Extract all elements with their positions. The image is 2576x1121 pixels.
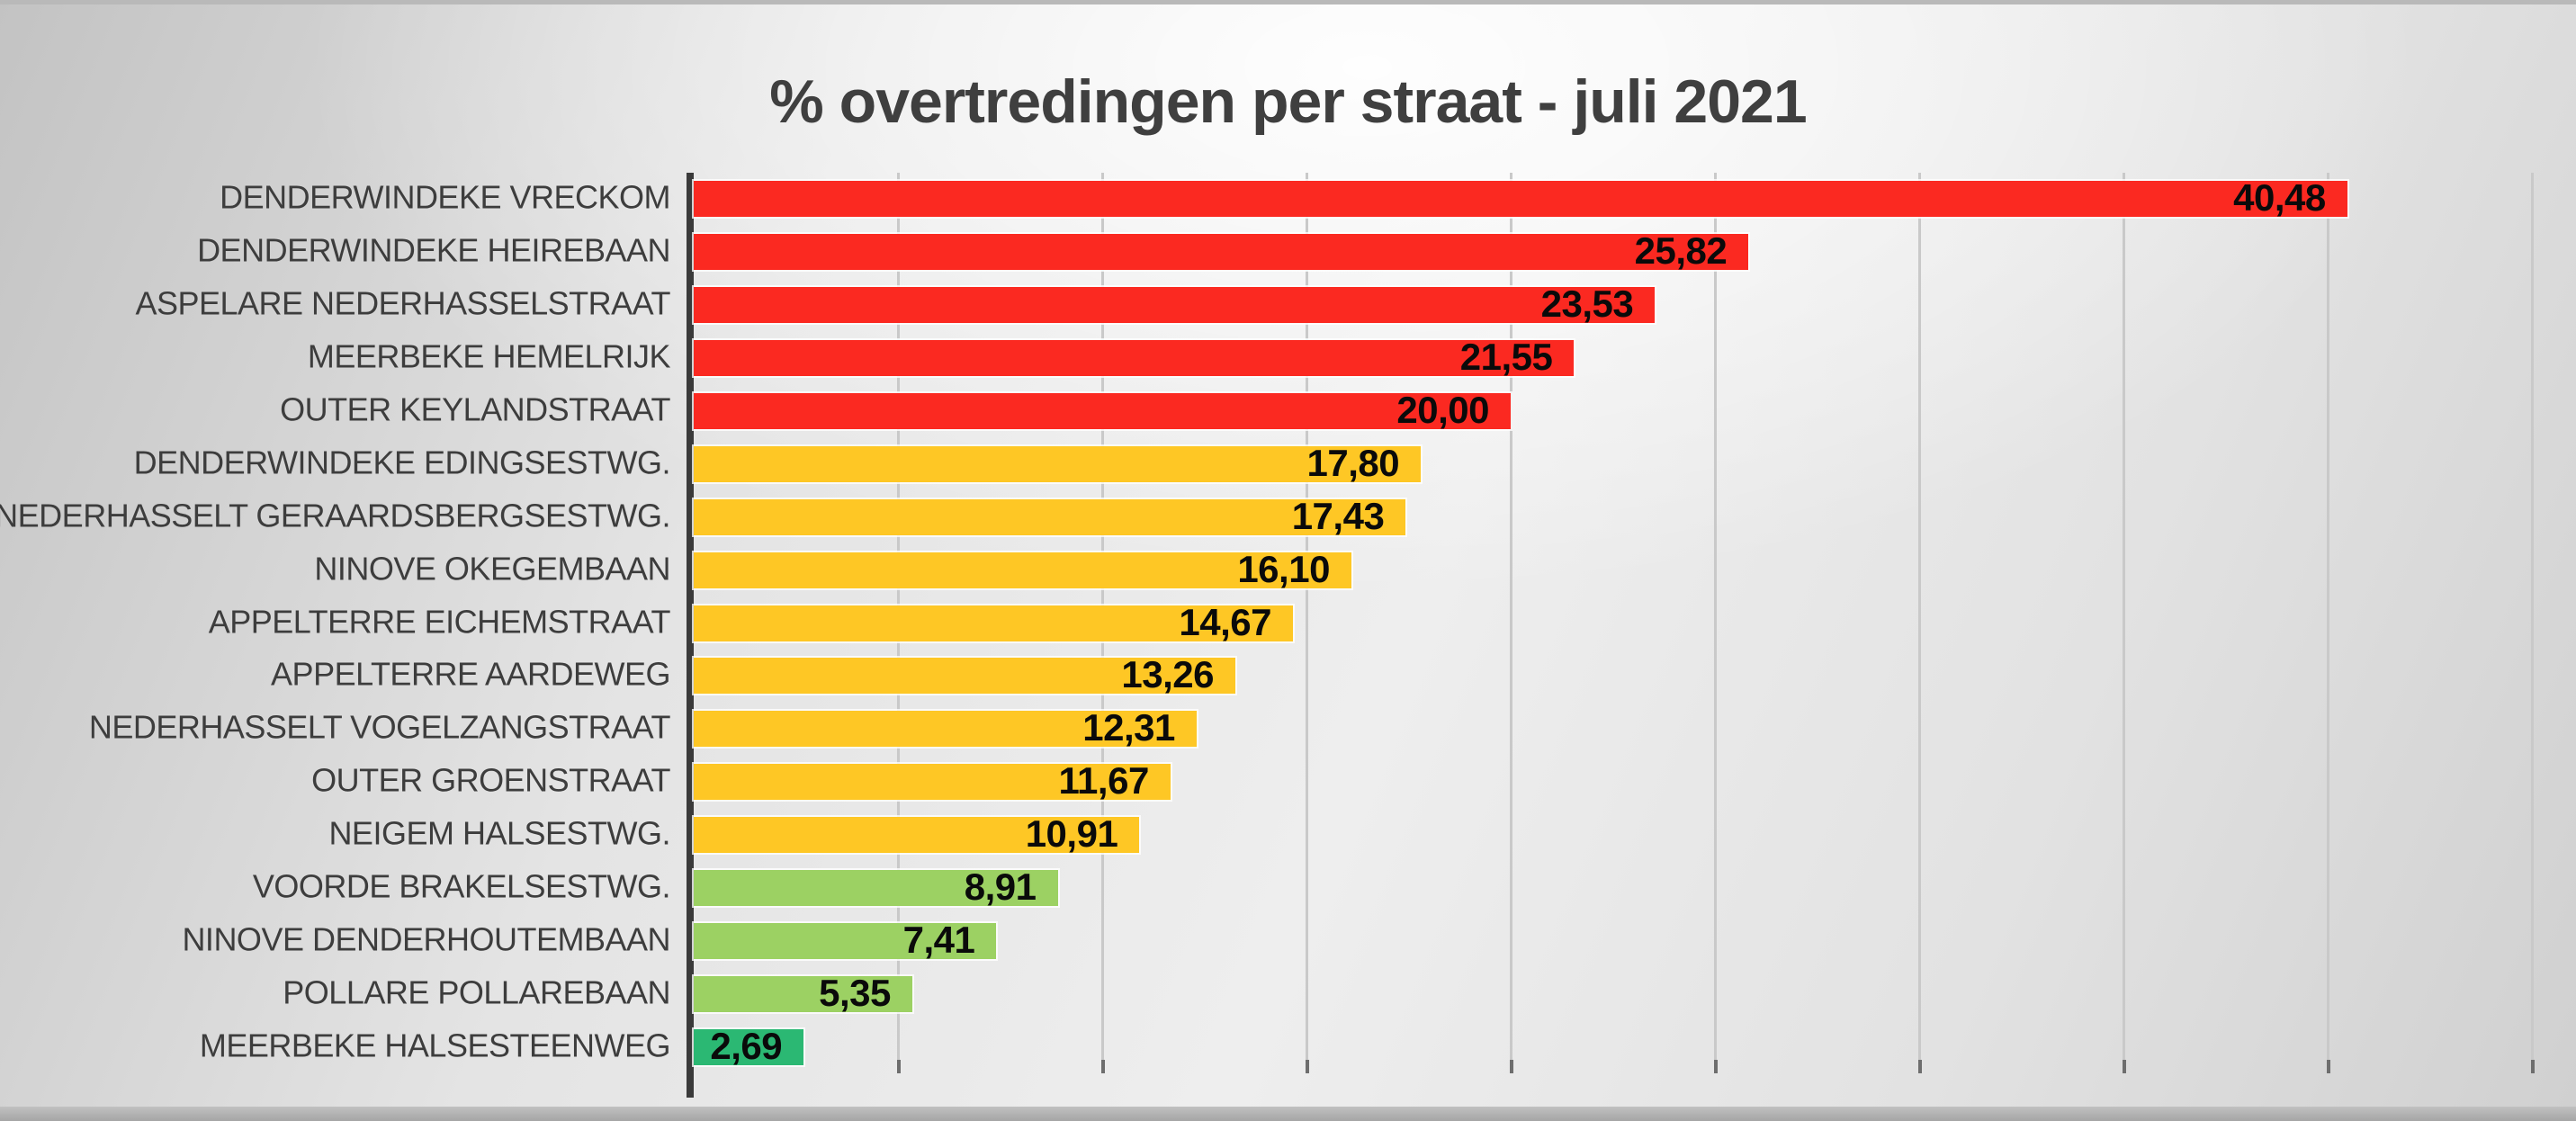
category-label: ASPELARE NEDERHASSELSTRAAT — [135, 284, 670, 322]
bar: 13,26 — [694, 653, 1235, 695]
bar: 25,82 — [694, 229, 1749, 272]
category-label: VOORDE BRAKELSESTWG. — [252, 867, 671, 905]
bar-value-label: 11,67 — [1058, 759, 1150, 803]
y-axis-line — [687, 173, 694, 1098]
category-label: APPELTERRE EICHEMSTRAAT — [208, 602, 671, 640]
bar: 21,55 — [694, 336, 1575, 378]
axis-tick — [1714, 1060, 1718, 1073]
bar-value-label: 10,91 — [1025, 812, 1118, 856]
bar-value-label: 17,80 — [1306, 441, 1400, 484]
bar: 14,67 — [694, 601, 1294, 643]
category-label: POLLARE POLLAREBAAN — [283, 973, 670, 1010]
bar-value-label: 17,43 — [1291, 494, 1385, 537]
category-label: DENDERWINDEKE EDINGSESTWG. — [133, 444, 671, 481]
bar: 10,91 — [694, 812, 1140, 855]
bar: 40,48 — [694, 176, 2347, 219]
axis-tick — [2123, 1060, 2126, 1073]
category-label: DENDERWINDEKE HEIREBAAN — [197, 231, 670, 269]
category-label: NINOVE DENDERHOUTEMBAAN — [182, 920, 670, 958]
bar-value-label: 2,69 — [710, 1024, 783, 1067]
gridline — [2531, 173, 2534, 1073]
category-label: OUTER GROENSTRAAT — [311, 761, 670, 799]
bar: 5,35 — [694, 972, 912, 1014]
bar-value-label: 21,55 — [1459, 336, 1553, 379]
bar: 11,67 — [694, 759, 1171, 802]
gridline — [1714, 173, 1717, 1073]
category-label: NEDERHASSELT VOGELZANGSTRAAT — [88, 708, 671, 746]
axis-tick — [2531, 1060, 2535, 1073]
bar-value-label: 8,91 — [964, 865, 1037, 908]
bar-value-label: 7,41 — [902, 918, 975, 961]
bar-value-label: 16,10 — [1237, 547, 1330, 590]
category-label: NEIGEM HALSESTWG. — [328, 814, 670, 852]
gridline — [2327, 173, 2329, 1073]
bar: 8,91 — [694, 865, 1058, 908]
bar: 2,69 — [694, 1025, 804, 1067]
slide-top-edge — [0, 0, 2576, 4]
category-label: NINOVE OKEGEMBAAN — [314, 549, 670, 587]
bar: 12,31 — [694, 706, 1197, 749]
category-label: MEERBEKE HALSESTEENWEG — [199, 1026, 671, 1063]
axis-tick — [1510, 1060, 1513, 1073]
category-label: OUTER KEYLANDSTRAAT — [280, 390, 670, 428]
bar-value-label: 25,82 — [1634, 229, 1728, 273]
bar-value-label: 40,48 — [2233, 176, 2326, 220]
axis-tick — [1101, 1060, 1105, 1073]
bar: 7,41 — [694, 919, 997, 961]
bar: 20,00 — [694, 389, 1511, 431]
axis-tick — [2327, 1060, 2330, 1073]
axis-tick — [1918, 1060, 1922, 1073]
axis-tick — [897, 1060, 901, 1073]
bar-value-label: 20,00 — [1396, 389, 1489, 432]
bar-value-label: 5,35 — [819, 971, 891, 1014]
bar-value-label: 23,53 — [1540, 282, 1634, 326]
bar: 17,43 — [694, 495, 1406, 537]
bar-value-label: 13,26 — [1121, 653, 1214, 696]
chart-title: % overtredingen per straat - juli 2021 — [769, 67, 1807, 136]
bar: 23,53 — [694, 282, 1656, 325]
gridline — [1306, 173, 1308, 1073]
bar: 16,10 — [694, 548, 1351, 590]
axis-tick — [1306, 1060, 1309, 1073]
slide-bottom-edge — [0, 1107, 2576, 1121]
category-label: NEDERHASSELT GERAARDSBERGSESTWG. — [0, 497, 670, 534]
category-label: MEERBEKE HEMELRIJK — [307, 337, 671, 375]
bar: 17,80 — [694, 442, 1422, 484]
gridline — [1918, 173, 1921, 1073]
category-label: DENDERWINDEKE VRECKOM — [220, 178, 670, 216]
category-label: APPELTERRE AARDEWEG — [271, 655, 670, 693]
gridline — [2123, 173, 2125, 1073]
bar-value-label: 12,31 — [1082, 706, 1175, 749]
bar-value-label: 14,67 — [1179, 600, 1272, 643]
gridline — [1510, 173, 1512, 1073]
